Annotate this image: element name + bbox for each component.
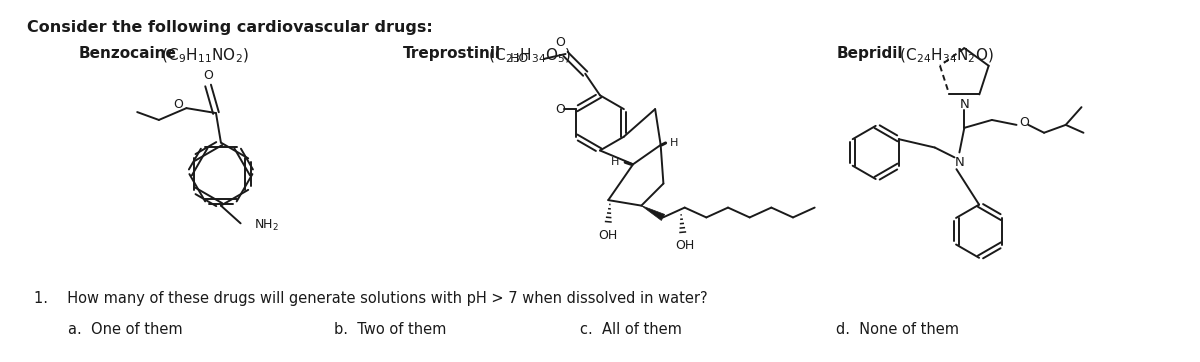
Text: HO: HO	[510, 52, 529, 66]
Text: H: H	[671, 138, 679, 148]
Polygon shape	[641, 206, 665, 220]
Text: Consider the following cardiovascular drugs:: Consider the following cardiovascular dr…	[26, 20, 433, 34]
Text: (C$_{24}$H$_{34}$N$_2$O): (C$_{24}$H$_{34}$N$_2$O)	[895, 46, 994, 64]
Text: N: N	[960, 98, 970, 111]
Text: a.  One of them: a. One of them	[68, 322, 182, 337]
Text: H: H	[611, 157, 619, 167]
Text: d.  None of them: d. None of them	[836, 322, 959, 337]
Text: O: O	[203, 69, 214, 82]
Text: OH: OH	[676, 240, 695, 252]
Text: (C$_9$H$_{11}$NO$_2$): (C$_9$H$_{11}$NO$_2$)	[157, 46, 248, 64]
Text: Benzocaine: Benzocaine	[78, 46, 176, 61]
Text: O: O	[174, 98, 184, 111]
Text: O: O	[1020, 117, 1030, 129]
Text: Treprostinil: Treprostinil	[403, 46, 502, 61]
Text: O: O	[556, 102, 565, 115]
Text: c.  All of them: c. All of them	[581, 322, 682, 337]
Text: b.  Two of them: b. Two of them	[334, 322, 446, 337]
Text: 1.  How many of these drugs will generate solutions with pH > 7 when dissolved i: 1. How many of these drugs will generate…	[34, 291, 708, 306]
Text: Bepridil: Bepridil	[836, 46, 902, 61]
Text: O: O	[556, 36, 565, 49]
Text: N: N	[954, 156, 965, 169]
Text: OH: OH	[599, 229, 618, 242]
Text: (C$_{23}$H$_{34}$O$_5$): (C$_{23}$H$_{34}$O$_5$)	[484, 46, 571, 64]
Text: NH$_2$: NH$_2$	[254, 218, 280, 233]
